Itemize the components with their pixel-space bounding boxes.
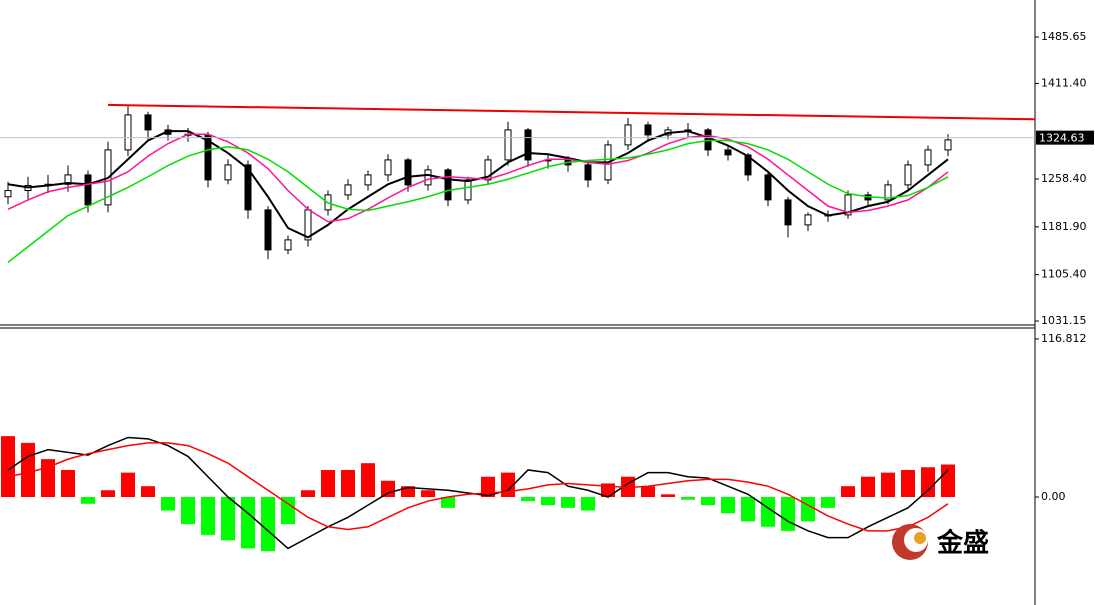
histogram-bar [941, 464, 955, 498]
histogram-bar [81, 497, 95, 504]
histogram-bar [561, 497, 575, 508]
candle-body [624, 124, 632, 146]
trend-line [107, 103, 1036, 121]
candle-body [124, 114, 132, 151]
candle-body [464, 179, 472, 201]
candle-body [504, 129, 512, 161]
y-tick-label: 1411.40 [1041, 76, 1087, 89]
y-tick-label: 1258.40 [1041, 172, 1087, 185]
histogram-bar [281, 497, 295, 525]
histogram-bar [541, 497, 555, 506]
y-tick-label: 0.00 [1041, 490, 1066, 503]
candle-body [444, 169, 452, 201]
candle-body [224, 164, 232, 181]
candle-body [784, 199, 792, 226]
ma-line [7, 133, 949, 223]
histogram-bar [781, 497, 795, 531]
candle-body [284, 239, 292, 251]
histogram-bar [801, 497, 815, 522]
candle-body [404, 159, 412, 186]
histogram-bar [441, 497, 455, 508]
histogram-bar [161, 497, 175, 511]
y-tick-label: 116.812 [1041, 332, 1087, 345]
histogram-bar [581, 497, 595, 511]
logo-icon [914, 532, 926, 544]
histogram-bar [221, 497, 235, 541]
histogram-bar [881, 472, 895, 498]
current-price-box [1036, 130, 1094, 145]
histogram-bar [861, 476, 875, 498]
histogram-bar [341, 469, 355, 498]
histogram-bar [1, 436, 15, 498]
candle-body [744, 154, 752, 176]
histogram-bar [521, 497, 535, 502]
histogram-bar [141, 486, 155, 498]
histogram-bar [301, 490, 315, 498]
histogram-bar [321, 469, 335, 498]
current-price-label: 1324.63 [1039, 132, 1085, 145]
histogram-bar [741, 497, 755, 522]
candle-body [844, 194, 852, 216]
histogram-bar [661, 494, 675, 498]
histogram-bar [901, 469, 915, 498]
candle-body [144, 114, 152, 131]
histogram-bar [401, 486, 415, 498]
histogram-bar [641, 486, 655, 498]
histogram-bar [761, 497, 775, 527]
histogram-bar [701, 497, 715, 506]
histogram-bar [721, 497, 735, 514]
histogram-bar [821, 497, 835, 508]
histogram-bar [241, 497, 255, 549]
ma-line [7, 139, 949, 263]
candle-body [804, 214, 812, 226]
candle-body [4, 190, 12, 198]
histogram-bar [121, 472, 135, 498]
logo: 金盛 [892, 524, 989, 560]
candle-body [244, 164, 252, 211]
histogram-bar [21, 442, 35, 498]
candle-body [64, 174, 72, 185]
candle-body [764, 174, 772, 201]
candle-body [584, 164, 592, 181]
histogram-bar [181, 497, 195, 525]
histogram-bar [61, 469, 75, 498]
candle-body [904, 164, 912, 186]
histogram-bar [101, 490, 115, 498]
y-tick-label: 1485.65 [1041, 30, 1087, 43]
logo-text: 金盛 [936, 528, 989, 559]
ma-line [7, 442, 949, 532]
candle-body [384, 159, 392, 176]
candle-body [84, 174, 92, 206]
candle-body [364, 174, 372, 186]
histogram-bar [681, 497, 695, 500]
candle-body [524, 129, 532, 161]
y-tick-label: 1181.90 [1041, 220, 1087, 233]
histogram-bar [201, 497, 215, 535]
candle-body [724, 149, 732, 156]
candle-body [344, 184, 352, 196]
candle-body [264, 209, 272, 251]
histogram-bar [361, 463, 375, 498]
candle-body [424, 169, 432, 186]
histogram-bar [841, 486, 855, 498]
histogram-bar [481, 476, 495, 498]
histogram-bar [421, 490, 435, 498]
candle-body [924, 149, 932, 166]
y-tick-label: 1031.15 [1041, 314, 1087, 327]
candle-body [884, 184, 892, 201]
candle-body [644, 124, 652, 136]
histogram-bar [381, 480, 395, 498]
y-tick-label: 1105.40 [1041, 268, 1087, 281]
histogram-bar [921, 467, 935, 498]
histogram-bar [261, 497, 275, 552]
candle-body [944, 139, 952, 151]
